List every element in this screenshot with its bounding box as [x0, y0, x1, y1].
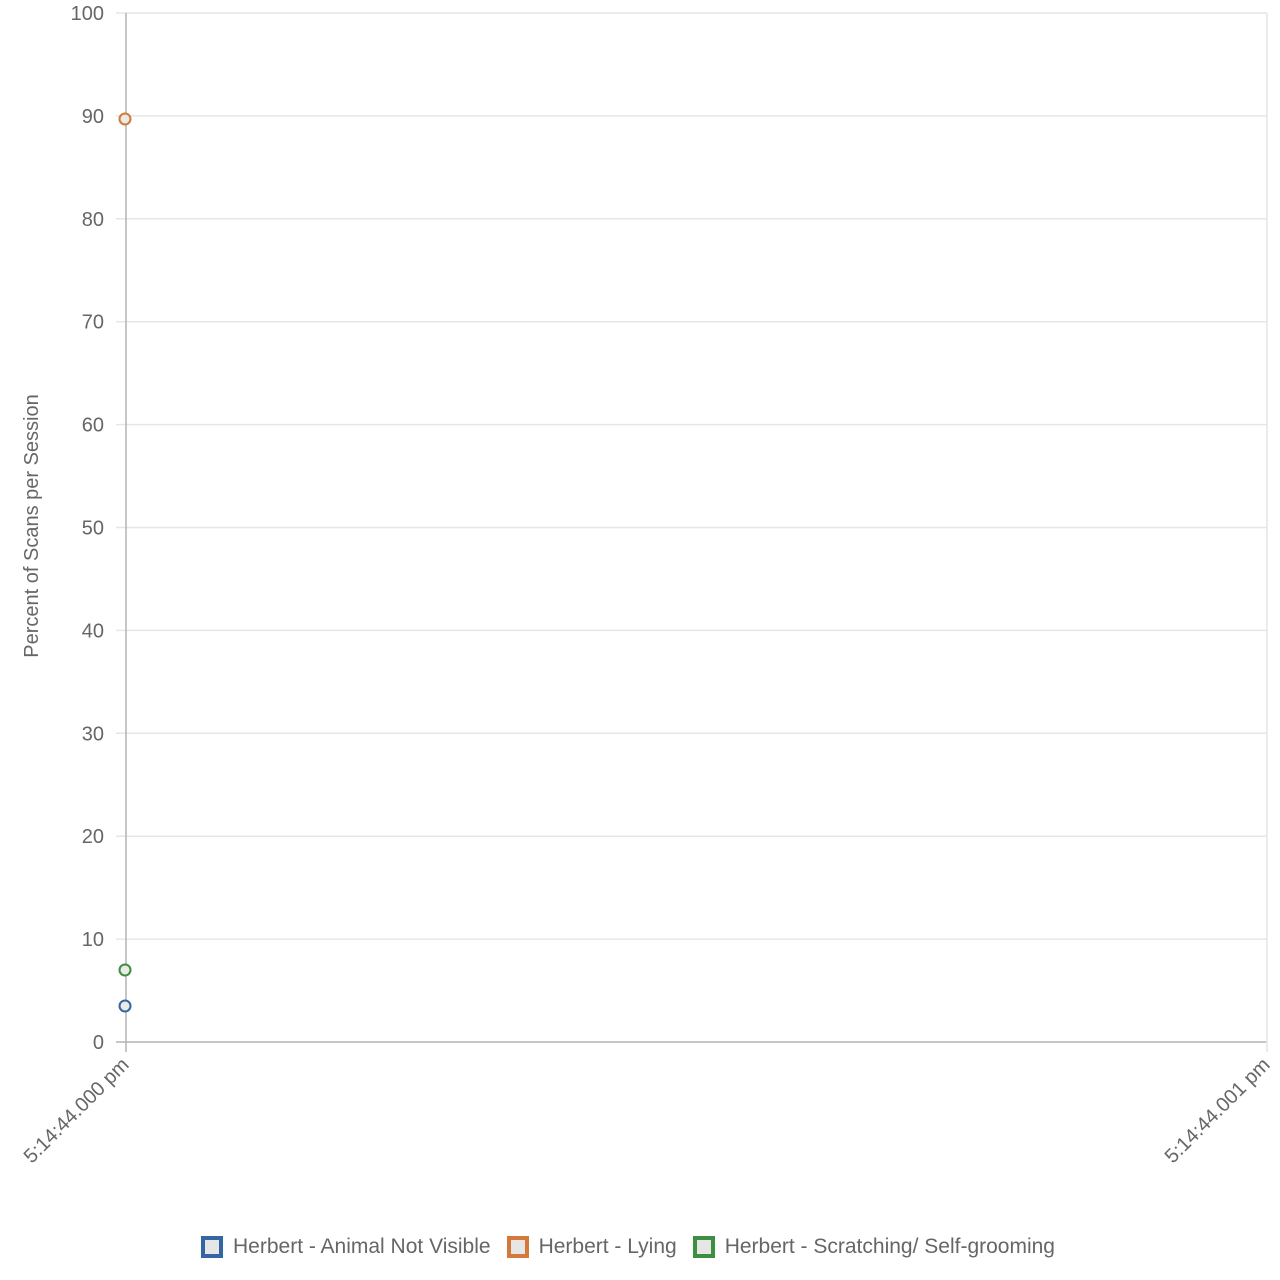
y-tick-label: 80 — [82, 209, 104, 231]
y-tick-label: 40 — [82, 620, 104, 642]
legend-label: Herbert - Lying — [538, 1235, 677, 1258]
y-tick-labels: 0 10 20 30 40 50 60 70 80 90 100 — [71, 3, 104, 1054]
data-point — [118, 112, 132, 126]
y-tick-label: 10 — [82, 929, 104, 951]
y-tick-label: 70 — [82, 312, 104, 334]
y-tick-label: 20 — [82, 826, 104, 848]
y-tick-label: 0 — [93, 1032, 104, 1054]
x-tick-label: 5:14:44.001 pm — [1161, 1054, 1275, 1168]
y-tick-label: 90 — [82, 106, 104, 128]
legend-swatch — [506, 1236, 529, 1258]
legend-item[interactable]: Herbert - Animal Not Visible — [201, 1235, 491, 1259]
y-tick-label: 100 — [71, 3, 104, 25]
data-point — [118, 999, 132, 1013]
y-tick-label: 60 — [82, 415, 104, 437]
legend: Herbert - Animal Not Visible Herbert - Ly… — [0, 1232, 1256, 1262]
legend-item[interactable]: Herbert - Lying — [506, 1235, 677, 1259]
data-point — [118, 963, 132, 977]
y-tick-label: 30 — [82, 723, 104, 745]
data-points — [118, 112, 132, 1013]
legend-swatch — [692, 1236, 715, 1258]
gridlines — [116, 12, 1268, 1052]
y-tick-label: 50 — [82, 518, 104, 540]
y-axis-title: Percent of Scans per Session — [21, 394, 43, 657]
legend-item[interactable]: Herbert - Scratching/ Self-grooming — [692, 1235, 1055, 1259]
legend-swatch — [201, 1236, 223, 1258]
legend-label: Herbert - Animal Not Visible — [233, 1235, 491, 1258]
x-tick-label: 5:14:44.000 pm — [20, 1054, 134, 1168]
x-tick-labels: 5:14:44.000 pm 5:14:44.001 pm — [20, 1054, 1275, 1168]
legend-label: Herbert - Scratching/ Self-grooming — [724, 1235, 1055, 1258]
